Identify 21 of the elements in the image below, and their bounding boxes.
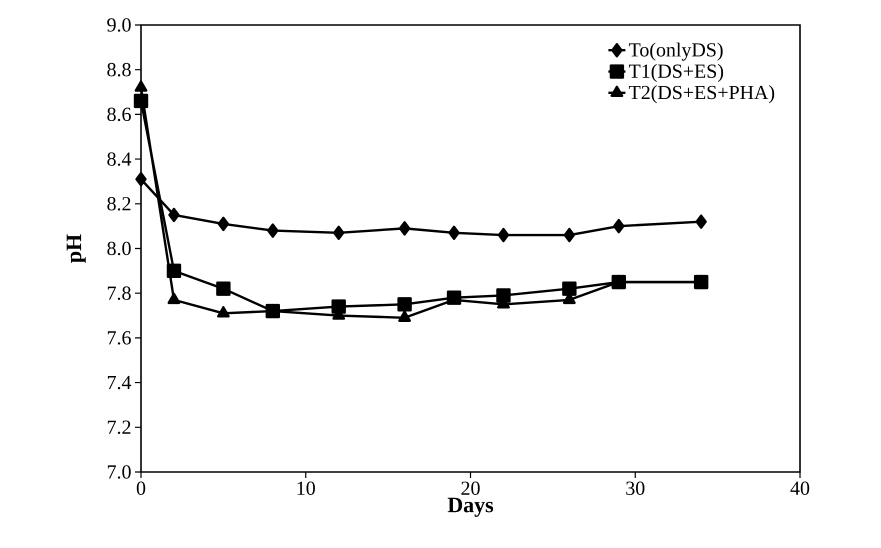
x-tick-label: 20: [461, 482, 480, 495]
legend-label: To(onlyDS): [628, 42, 723, 61]
x-tick-label: 40: [790, 482, 810, 495]
y-tick-label: 7.6: [108, 331, 131, 345]
y-axis-title: pH: [66, 234, 86, 263]
y-tick-label: 7.0: [108, 465, 131, 479]
x-axis-title: Days: [448, 498, 494, 517]
y-tick-label: 8.4: [107, 152, 132, 166]
y-tick-label: 8.0: [107, 242, 131, 256]
y-tick-label: 8.8: [107, 62, 131, 76]
y-tick-label: 9.0: [107, 18, 131, 32]
y-tick-label: 7.8: [108, 286, 131, 300]
legend-label: T1(DS+ES): [628, 64, 724, 82]
x-tick-label: 30: [626, 482, 644, 495]
legend-label: T2(DS+ES+PHA): [628, 85, 774, 104]
x-tick-label: 0: [136, 482, 146, 495]
y-tick-label: 7.2: [108, 420, 130, 434]
y-tick-label: 8.2: [107, 197, 130, 211]
y-tick-label: 8.6: [107, 108, 131, 122]
y-tick-label: 7.4: [108, 376, 132, 390]
x-tick-label: 10: [298, 482, 315, 495]
